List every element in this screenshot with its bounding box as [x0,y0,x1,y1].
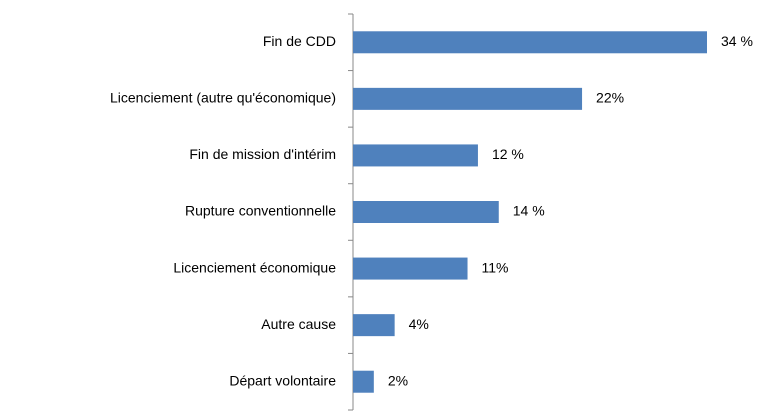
bar [353,314,395,337]
bar [353,144,478,167]
bar [353,31,707,54]
category-label: Licenciement économique [173,259,336,275]
data-label: 11% [482,259,509,275]
category-label: Départ volontaire [229,372,336,388]
category-label: Rupture conventionnelle [185,203,336,219]
category-label: Fin de CDD [263,33,336,49]
data-label: 2% [388,372,408,388]
data-label: 12 % [492,146,524,162]
data-label: 14 % [513,203,545,219]
bar [353,201,499,223]
bar [353,370,374,393]
data-label: 4% [409,316,429,332]
category-label: Autre cause [261,316,336,332]
category-label: Fin de mission d'intérim [189,146,336,162]
bar [353,87,583,110]
data-label: 34 % [721,33,753,49]
data-label: 22% [596,90,624,106]
category-label: Licenciement (autre qu'économique) [110,90,336,106]
bar [353,257,468,280]
